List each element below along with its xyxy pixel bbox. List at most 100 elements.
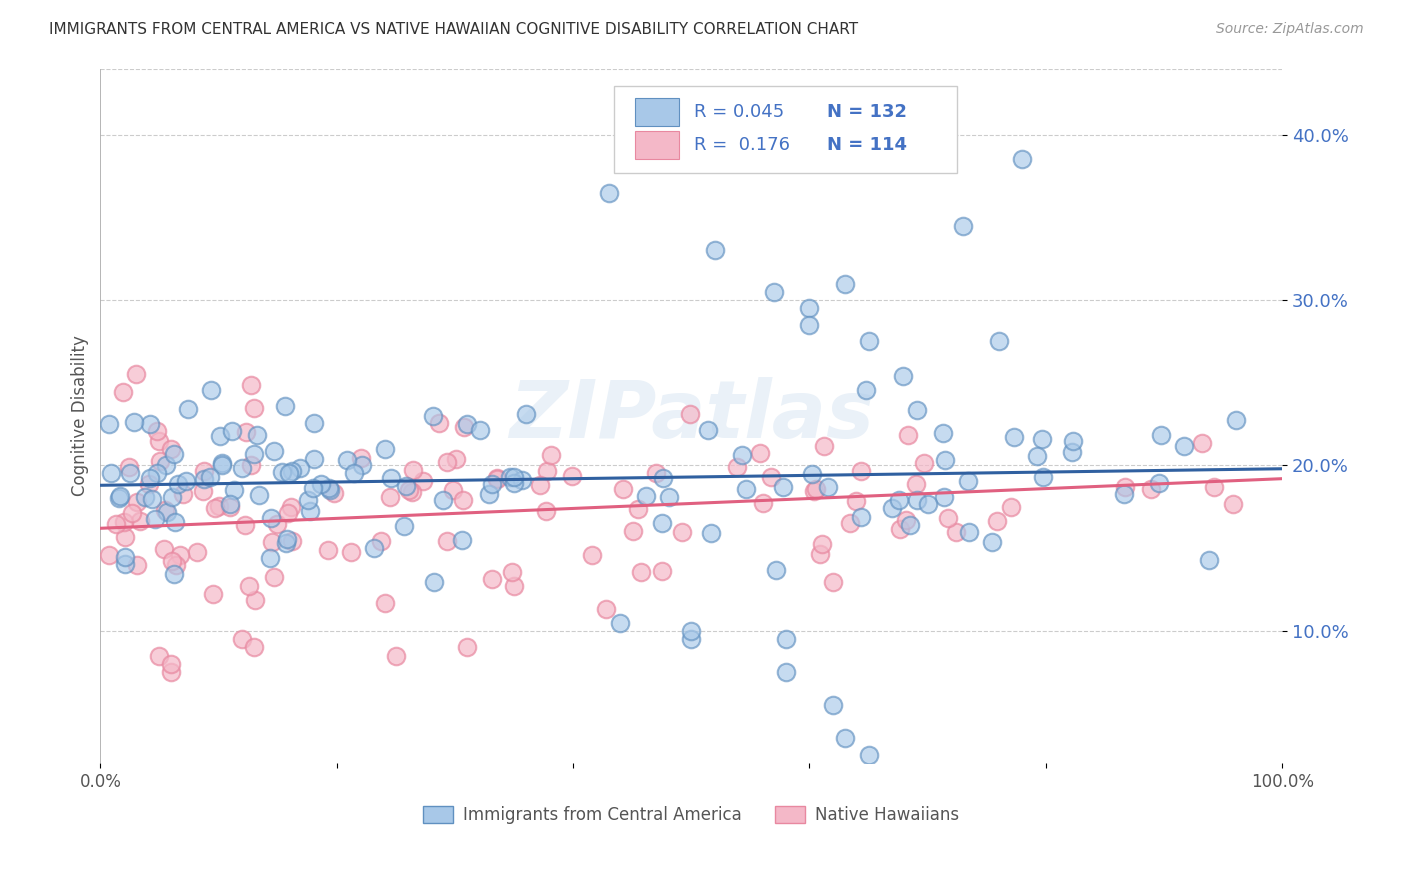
- Point: [735, 483, 758, 497]
- Point: [652, 471, 675, 485]
- Point: [235, 425, 257, 439]
- Point: [1062, 434, 1084, 448]
- Point: [436, 454, 458, 468]
- Point: [385, 648, 408, 663]
- Point: [263, 444, 285, 458]
- Point: [681, 632, 703, 646]
- Point: [211, 458, 233, 472]
- Point: [219, 500, 242, 514]
- Point: [211, 456, 233, 470]
- Point: [162, 553, 184, 567]
- Point: [245, 428, 267, 442]
- Point: [304, 451, 326, 466]
- Point: [239, 378, 262, 392]
- Point: [731, 448, 754, 462]
- Point: [515, 408, 537, 422]
- Point: [887, 493, 910, 508]
- Point: [395, 478, 418, 492]
- Point: [276, 507, 298, 521]
- Point: [138, 477, 160, 491]
- Point: [817, 480, 839, 494]
- Point: [163, 447, 186, 461]
- Point: [422, 409, 444, 424]
- Point: [231, 632, 253, 646]
- Point: [219, 497, 242, 511]
- Point: [242, 447, 264, 461]
- Point: [224, 483, 246, 497]
- FancyBboxPatch shape: [634, 98, 679, 126]
- Point: [534, 504, 557, 518]
- Point: [108, 491, 131, 505]
- Point: [260, 510, 283, 524]
- Point: [350, 458, 373, 472]
- Point: [121, 506, 143, 520]
- Point: [193, 472, 215, 486]
- Point: [851, 464, 873, 478]
- Point: [309, 477, 332, 491]
- Point: [936, 511, 959, 525]
- Point: [193, 464, 215, 478]
- Point: [98, 548, 121, 562]
- FancyBboxPatch shape: [614, 86, 957, 173]
- Point: [98, 417, 121, 431]
- Point: [957, 474, 980, 488]
- Point: [281, 464, 304, 478]
- Point: [1114, 479, 1136, 493]
- Point: [775, 632, 797, 646]
- Point: [679, 407, 702, 421]
- Point: [561, 469, 583, 483]
- Point: [363, 541, 385, 555]
- Point: [581, 548, 603, 562]
- Point: [436, 533, 458, 548]
- Point: [156, 505, 179, 519]
- Point: [481, 572, 503, 586]
- Point: [858, 747, 880, 762]
- Text: IMMIGRANTS FROM CENTRAL AMERICA VS NATIVE HAWAIIAN COGNITIVE DISABILITY CORRELAT: IMMIGRANTS FROM CENTRAL AMERICA VS NATIV…: [49, 22, 858, 37]
- Point: [259, 550, 281, 565]
- Point: [231, 461, 253, 475]
- Point: [912, 456, 935, 470]
- Point: [392, 519, 415, 533]
- Point: [834, 277, 856, 291]
- Point: [319, 483, 342, 498]
- Point: [153, 542, 176, 557]
- Point: [651, 516, 673, 530]
- Point: [681, 624, 703, 638]
- Point: [478, 487, 501, 501]
- Point: [759, 470, 782, 484]
- Point: [849, 509, 872, 524]
- Point: [1002, 430, 1025, 444]
- Text: ZIPatlas: ZIPatlas: [509, 376, 873, 455]
- Point: [671, 524, 693, 539]
- Point: [271, 465, 294, 479]
- Text: N = 114: N = 114: [827, 136, 907, 154]
- Point: [143, 512, 166, 526]
- Point: [153, 502, 176, 516]
- Point: [1225, 412, 1247, 426]
- Point: [896, 513, 918, 527]
- Y-axis label: Cognitive Disability: Cognitive Disability: [72, 335, 89, 496]
- Point: [238, 579, 260, 593]
- Point: [900, 517, 922, 532]
- Point: [139, 417, 162, 431]
- Point: [934, 452, 956, 467]
- Point: [808, 547, 831, 561]
- Point: [986, 514, 1008, 528]
- Text: R =  0.176: R = 0.176: [693, 136, 790, 154]
- Point: [350, 450, 373, 465]
- FancyBboxPatch shape: [634, 131, 679, 159]
- Point: [176, 474, 198, 488]
- Point: [987, 334, 1010, 349]
- Point: [612, 482, 634, 496]
- Point: [932, 425, 955, 440]
- Point: [336, 452, 359, 467]
- Point: [904, 476, 927, 491]
- Point: [799, 318, 821, 332]
- Point: [1198, 553, 1220, 567]
- Point: [423, 574, 446, 589]
- Point: [125, 368, 148, 382]
- Point: [501, 565, 523, 579]
- Point: [529, 478, 551, 492]
- Point: [141, 491, 163, 506]
- Point: [889, 522, 911, 536]
